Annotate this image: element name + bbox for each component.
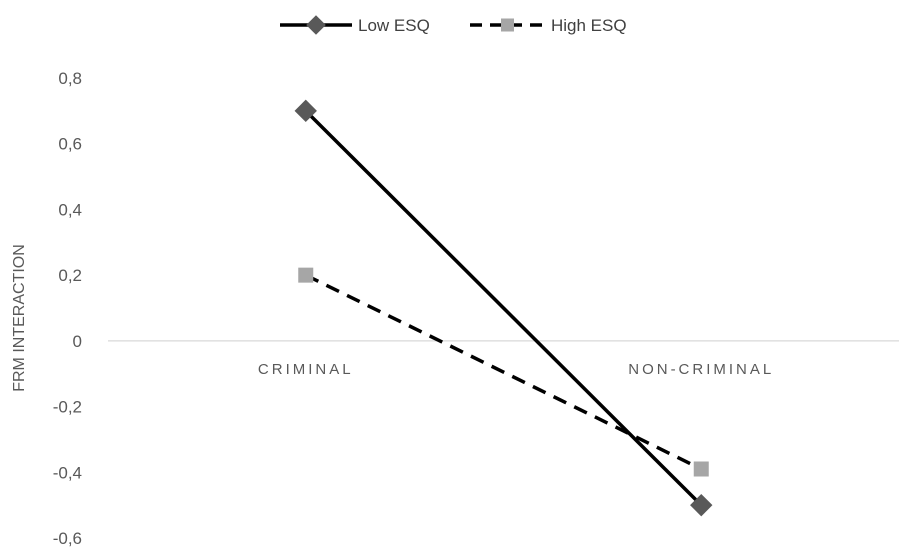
data-point-marker: [501, 18, 514, 32]
series-low-esq: [294, 99, 713, 517]
category-label: CRIMINAL: [258, 361, 354, 378]
series-line: [304, 109, 703, 507]
data-point-marker: [690, 493, 713, 517]
category-labels: CRIMINAL NON-CRIMINAL: [258, 361, 774, 378]
data-point-marker: [294, 99, 317, 123]
y-axis-label: FRM INTERACTION: [11, 244, 28, 392]
legend-item: High ESQ: [470, 16, 627, 35]
y-tick-label: 0: [73, 332, 82, 351]
legend: Low ESQ High ESQ: [280, 15, 627, 35]
category-label: NON-CRIMINAL: [628, 361, 774, 378]
y-tick-label: 0,4: [58, 200, 82, 219]
y-tick-label: -0,4: [53, 463, 82, 482]
legend-label: High ESQ: [551, 16, 627, 35]
data-point-marker: [693, 461, 709, 477]
y-tick-label: -0,6: [53, 529, 82, 548]
series-group: [294, 99, 713, 517]
series-high-esq: [298, 267, 709, 477]
data-point-marker: [306, 15, 326, 35]
legend-item: Low ESQ: [280, 15, 430, 35]
data-point-marker: [298, 267, 314, 283]
y-tick-label: 0,8: [58, 69, 82, 88]
y-tick-label: 0,2: [58, 266, 82, 285]
y-tick-labels: 0,8 0,6 0,4 0,2 0 -0,2 -0,4 -0,6: [53, 69, 82, 548]
y-tick-label: -0,2: [53, 398, 82, 417]
legend-label: Low ESQ: [358, 16, 430, 35]
series-line: [304, 273, 703, 471]
y-tick-label: 0,6: [58, 135, 82, 154]
